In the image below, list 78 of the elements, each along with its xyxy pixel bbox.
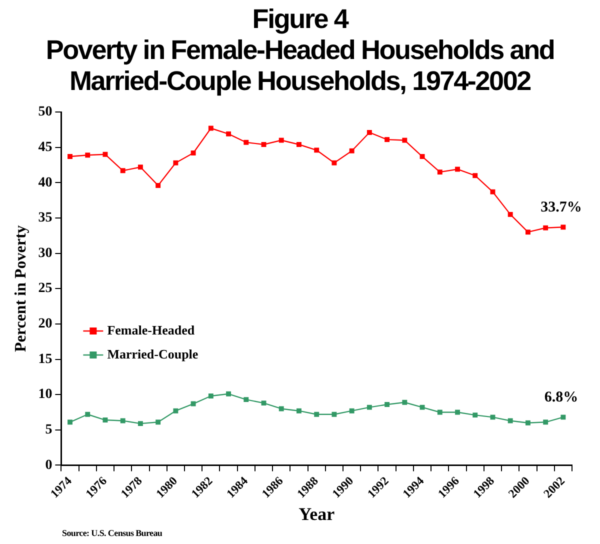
y-tick-label: 10 <box>38 387 52 402</box>
point <box>208 394 214 398</box>
y-tick-label: 35 <box>38 210 52 226</box>
y-tick-label: 50 <box>38 104 52 120</box>
point <box>173 408 178 414</box>
point <box>296 142 302 147</box>
legend-label: Female-Headed <box>107 322 196 338</box>
point <box>314 148 320 153</box>
point <box>332 412 337 417</box>
chart-title: Figure 4 <box>251 4 350 35</box>
y-tick-label: 0 <box>45 458 52 473</box>
point <box>190 401 196 406</box>
point <box>508 418 513 424</box>
y-tick-label: 5 <box>45 422 52 438</box>
annotation: 33.7% <box>540 200 582 216</box>
point <box>173 160 178 166</box>
point <box>120 168 126 174</box>
y-tick-label: 45 <box>38 140 52 155</box>
point <box>138 164 143 170</box>
point <box>261 142 266 147</box>
point <box>472 412 478 418</box>
source-note: Source: U.S. Census Bureau <box>62 528 162 538</box>
point <box>68 154 72 159</box>
point <box>120 418 126 424</box>
point <box>102 418 108 423</box>
point <box>366 130 372 135</box>
point <box>384 402 390 407</box>
point <box>244 140 249 145</box>
point <box>525 420 530 426</box>
legend-label: Married-Couple <box>107 346 198 362</box>
point <box>244 397 249 402</box>
y-tick-label: 15 <box>38 352 52 367</box>
point <box>332 160 337 166</box>
point <box>437 170 442 175</box>
point <box>138 421 143 426</box>
point <box>156 420 161 425</box>
point <box>420 154 425 159</box>
point <box>472 173 478 178</box>
chart-subtitle: Poverty in Female-Headed Households and Married-Couple Households, 1974-2002 <box>44 35 556 97</box>
point <box>402 138 408 143</box>
point <box>226 391 232 396</box>
point <box>85 152 90 158</box>
point <box>490 189 496 194</box>
point <box>455 410 460 415</box>
y-tick-label: 30 <box>38 246 52 261</box>
y-tick-label: 20 <box>38 316 52 332</box>
point <box>278 138 284 143</box>
point <box>102 152 108 157</box>
point <box>296 408 302 414</box>
point <box>420 404 425 410</box>
point <box>525 230 530 235</box>
point <box>490 414 496 420</box>
point <box>314 412 320 417</box>
point <box>226 131 232 136</box>
point <box>455 166 460 172</box>
annotation: 6.8% <box>544 390 578 406</box>
point <box>543 420 548 425</box>
point <box>68 420 72 425</box>
x-axis-title: Year <box>298 504 335 524</box>
point <box>261 400 266 406</box>
y-axis-title: Percent in Poverty <box>12 225 30 352</box>
point <box>190 150 196 156</box>
y-tick-label: 40 <box>38 175 52 190</box>
point <box>543 225 548 230</box>
point <box>560 224 566 230</box>
point <box>85 412 90 417</box>
point <box>366 404 372 410</box>
point <box>156 183 161 188</box>
point <box>278 406 284 412</box>
point <box>560 414 566 420</box>
point <box>208 126 214 131</box>
point <box>349 148 354 154</box>
point <box>508 212 513 217</box>
y-tick-label: 25 <box>38 281 52 296</box>
point <box>402 400 408 405</box>
point <box>437 410 442 415</box>
point <box>349 408 354 414</box>
point <box>384 137 390 142</box>
